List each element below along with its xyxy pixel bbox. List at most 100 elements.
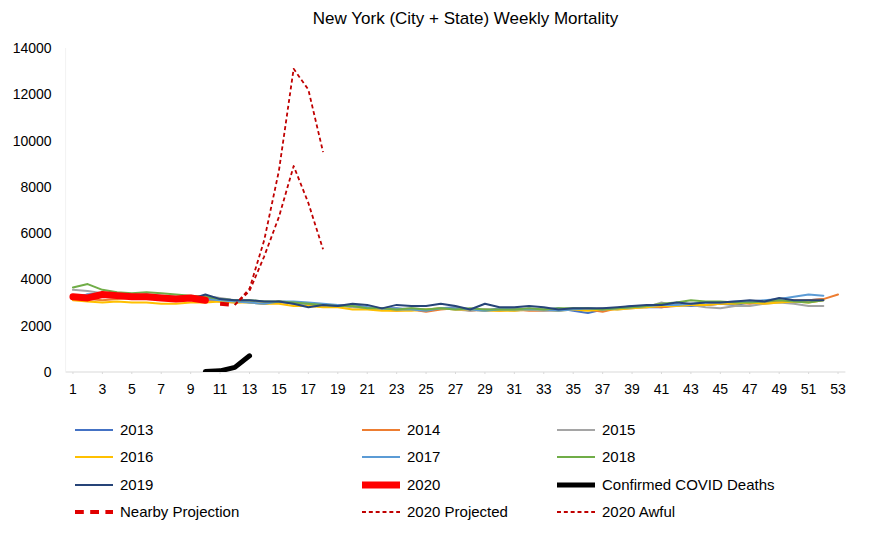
legend-swatch	[557, 429, 595, 431]
x-tick-label: 49	[771, 381, 787, 397]
x-tick	[337, 372, 338, 374]
x-tick	[602, 372, 603, 374]
legend-swatch	[557, 511, 595, 513]
x-tick-label: 53	[830, 381, 846, 397]
x-tick	[161, 372, 162, 374]
y-axis-line	[65, 48, 66, 372]
y-tick-label: 0	[44, 364, 52, 380]
x-tick-label: 11	[213, 381, 228, 397]
x-tick-label: 43	[683, 381, 699, 397]
legend-swatch	[75, 456, 113, 458]
x-tick-label: 39	[624, 381, 640, 397]
legend-swatch	[362, 482, 400, 489]
legend-swatch	[75, 429, 113, 431]
legend-swatch	[557, 456, 595, 458]
y-tick-label: 8000	[20, 179, 51, 195]
x-tick	[72, 372, 73, 374]
x-tick	[838, 372, 839, 374]
x-tick-label: 45	[713, 381, 729, 397]
legend-swatch	[362, 511, 400, 513]
x-tick	[249, 372, 250, 374]
x-tick-label: 37	[595, 381, 611, 397]
series-line	[73, 284, 823, 309]
legend-swatch	[362, 429, 400, 431]
series-line	[73, 294, 205, 300]
x-tick	[455, 372, 456, 374]
legend-label: 2014	[407, 421, 440, 438]
legend-label: Nearby Projection	[120, 503, 239, 520]
x-tick	[367, 372, 368, 374]
x-tick	[690, 372, 691, 374]
x-tick-label: 41	[654, 381, 670, 397]
x-tick-label: 3	[98, 381, 106, 397]
x-tick	[720, 372, 721, 374]
x-tick-label: 23	[389, 381, 405, 397]
x-tick	[514, 372, 515, 374]
x-tick	[102, 372, 103, 374]
x-tick-label: 19	[330, 381, 346, 397]
y-tick-label: 10000	[13, 133, 52, 149]
series-line	[235, 166, 323, 305]
x-tick	[543, 372, 544, 374]
x-tick	[632, 372, 633, 374]
x-tick-label: 29	[477, 381, 493, 397]
series-line	[235, 69, 323, 305]
legend: 2013 2014 2015 2016 2017 2018 2019 2020 Confirme…	[75, 421, 775, 520]
legend-label: 2018	[602, 448, 635, 465]
legend-label: 2020 Awful	[602, 503, 675, 520]
x-tick-label: 21	[359, 381, 375, 397]
x-tick	[573, 372, 574, 374]
chart: New York (City + State) Weekly Mortality…	[0, 0, 881, 533]
legend-label: 2020 Projected	[407, 503, 508, 520]
series-line	[73, 293, 823, 313]
x-tick-label: 7	[157, 381, 165, 397]
y-axis: 0 2000 4000 6000 8000 10000 12000 14000	[13, 40, 66, 380]
legend-label: 2020	[407, 476, 440, 493]
legend-swatch	[75, 510, 113, 514]
x-tick	[808, 372, 809, 374]
x-tick	[308, 372, 309, 374]
x-tick	[396, 372, 397, 374]
x-axis: 1357911131517192123252729313335373941434…	[66, 48, 846, 397]
title: New York (City + State) Weekly Mortality	[313, 9, 619, 28]
legend-label: 2015	[602, 421, 635, 438]
legend-label: 2016	[120, 448, 153, 465]
x-tick-label: 17	[301, 381, 317, 397]
y-tick-label: 14000	[13, 40, 52, 56]
legend-swatch	[362, 456, 400, 458]
page: {"chart_data": { "type": "line", "title"…	[0, 0, 881, 533]
x-tick-label: 15	[271, 381, 287, 397]
x-tick	[190, 372, 191, 374]
legend-swatch	[75, 484, 113, 486]
legend-label: 2013	[120, 421, 153, 438]
x-tick	[484, 372, 485, 374]
legend-label: 2017	[407, 448, 440, 465]
series-line	[73, 294, 823, 309]
legend-swatch	[557, 483, 595, 488]
x-tick-label: 27	[448, 381, 464, 397]
y-tick-label: 6000	[20, 225, 51, 241]
plot-lines	[73, 69, 838, 372]
x-tick-label: 5	[128, 381, 136, 397]
x-tick	[278, 372, 279, 374]
y-tick-label: 2000	[20, 318, 51, 334]
series-line	[220, 304, 235, 305]
x-tick-label: 51	[801, 381, 817, 397]
x-tick-label: 47	[742, 381, 758, 397]
y-tick-label: 12000	[13, 86, 52, 102]
legend-label: 2019	[120, 476, 153, 493]
x-tick-label: 25	[418, 381, 434, 397]
x-tick	[779, 372, 780, 374]
legend-label: Confirmed COVID Deaths	[602, 476, 775, 493]
x-tick	[661, 372, 662, 374]
x-tick-label: 31	[507, 381, 523, 397]
x-tick-label: 35	[565, 381, 581, 397]
series-line	[205, 356, 249, 372]
y-tick-label: 4000	[20, 271, 51, 287]
x-tick-label: 9	[187, 381, 195, 397]
series-line	[73, 290, 823, 311]
x-tick	[426, 372, 427, 374]
x-tick	[220, 372, 221, 374]
x-tick-label: 13	[242, 381, 258, 397]
x-tick	[131, 372, 132, 374]
